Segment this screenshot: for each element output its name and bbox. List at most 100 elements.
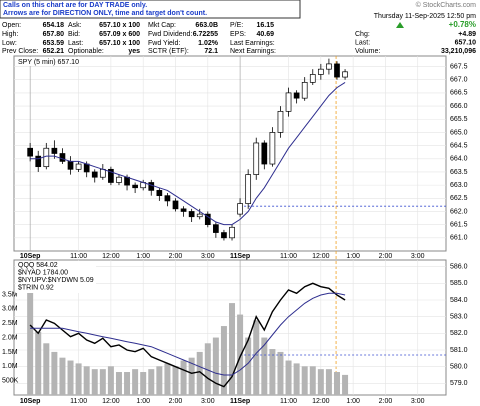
field-value: 6.72255 xyxy=(193,31,218,38)
y-tick-label: 580.0 xyxy=(450,364,468,371)
volume-bar xyxy=(140,372,147,395)
stat-label: Last: xyxy=(355,39,370,46)
candle-body xyxy=(213,224,219,233)
field-value: 663.0B xyxy=(195,22,218,29)
candle-body xyxy=(99,168,106,178)
x-tick-label: 3:00 xyxy=(201,398,215,405)
legend-box xyxy=(16,57,108,66)
volume-bar xyxy=(35,331,42,395)
volume-bar xyxy=(333,372,340,395)
candle-body xyxy=(253,142,260,175)
legend: $NYUPV:$NYDWN 5.09 xyxy=(18,277,94,284)
field-label: Last Earnings: xyxy=(230,40,275,47)
volume-bar xyxy=(196,351,203,395)
y-tick-label: 661.5 xyxy=(450,221,468,228)
field-value: 657.10 x 100 xyxy=(99,22,140,29)
volume-bar xyxy=(132,369,139,395)
candle-body xyxy=(285,92,292,112)
y-tick-label: 579.0 xyxy=(450,380,468,387)
y-tick-label: 581.0 xyxy=(450,347,468,354)
x-tick-label: 1:00 xyxy=(136,398,150,405)
up-arrow xyxy=(396,22,404,28)
candle-body xyxy=(309,74,316,83)
candle-body xyxy=(245,174,252,204)
field-value: 16.15 xyxy=(256,22,274,29)
volume-bar xyxy=(309,366,316,395)
field-label: High: xyxy=(2,31,18,38)
volume-bar xyxy=(156,366,163,395)
candle-body xyxy=(261,142,268,165)
field-label: Optionable: xyxy=(68,48,104,55)
volume-tick-label: 500K xyxy=(2,377,19,384)
y-tick-label: 667.5 xyxy=(450,63,468,70)
volume-tick-label: 3.0M xyxy=(2,306,18,313)
volume-bar xyxy=(220,326,227,395)
x-tick-label: 12:00 xyxy=(312,398,330,405)
volume-bar xyxy=(301,366,308,395)
candle-body xyxy=(188,211,195,218)
candle-body xyxy=(164,195,171,202)
volume-bar xyxy=(59,357,66,395)
stat-label: Volume: xyxy=(355,48,380,55)
x-tick-label: 1:00 xyxy=(136,253,150,260)
y-tick-label: 665.5 xyxy=(450,116,468,123)
legend: QQQ 584.02 xyxy=(18,262,58,269)
volume-bar xyxy=(43,343,50,395)
change-percent: +0.78% xyxy=(449,20,476,29)
volume-bar xyxy=(180,360,187,395)
candle-body xyxy=(27,147,33,157)
field-value: 657.80 xyxy=(43,31,65,38)
x-tick-label: 10Sep xyxy=(20,253,41,260)
top-panel xyxy=(13,55,447,252)
candle-body xyxy=(35,155,42,168)
legend: SPY (5 min) 657.10 xyxy=(18,59,79,66)
volume-bar xyxy=(325,369,332,395)
candle-body xyxy=(43,147,50,168)
candle-body xyxy=(91,171,98,178)
volume-bar xyxy=(285,360,292,395)
volume-bar xyxy=(172,366,179,395)
y-tick-label: 664.5 xyxy=(450,142,468,149)
volume-bar xyxy=(229,303,236,395)
stat-value: +4.89 xyxy=(458,31,476,38)
y-tick-label: 666.5 xyxy=(450,90,468,97)
x-tick-label: 12:00 xyxy=(312,253,330,260)
x-tick-label: 2:00 xyxy=(169,253,183,260)
volume-bar xyxy=(75,363,82,395)
candle-body xyxy=(229,226,235,239)
field-label: Next Earnings: xyxy=(230,48,276,55)
candle-body xyxy=(108,168,114,183)
y-tick-label: 662.5 xyxy=(450,195,468,202)
volume-tick-label: 3.5M xyxy=(2,291,18,298)
field-label: Bid: xyxy=(68,31,80,38)
candle-body xyxy=(124,176,130,186)
volume-bar xyxy=(253,320,260,395)
x-tick-label: 12:00 xyxy=(102,253,120,260)
y-tick-label: 584.0 xyxy=(450,297,468,304)
volume-bar xyxy=(269,349,276,395)
field-value: 654.18 xyxy=(43,22,65,29)
x-tick-label: 11:00 xyxy=(70,253,87,260)
y-tick-label: 586.0 xyxy=(450,264,468,271)
volume-bar xyxy=(148,369,155,395)
y-tick-label: 661.0 xyxy=(450,235,468,242)
field-label: Ask: xyxy=(68,22,82,29)
x-tick-label: 2:00 xyxy=(379,253,393,260)
candle-body xyxy=(326,63,332,70)
volume-tick-label: 1.0M xyxy=(2,363,18,370)
y-tick-label: 662.0 xyxy=(450,208,468,215)
candle-body xyxy=(342,71,348,78)
field-value: 652.21 xyxy=(43,48,65,55)
y-tick-label: 582.0 xyxy=(450,330,468,337)
volume-bar xyxy=(164,363,171,395)
candle-body xyxy=(75,163,82,170)
x-tick-label: 11:00 xyxy=(280,398,297,405)
volume-bar xyxy=(27,291,34,395)
field-label: Last: xyxy=(68,40,83,47)
x-tick-label: 1:00 xyxy=(346,253,360,260)
x-tick-label: 2:00 xyxy=(169,398,183,405)
stat-value: 657.10 xyxy=(455,39,477,46)
legend: $NYAD 1784.00 xyxy=(18,269,68,276)
candle-body xyxy=(293,92,300,99)
volume-tick-label: 2.0M xyxy=(2,334,18,341)
